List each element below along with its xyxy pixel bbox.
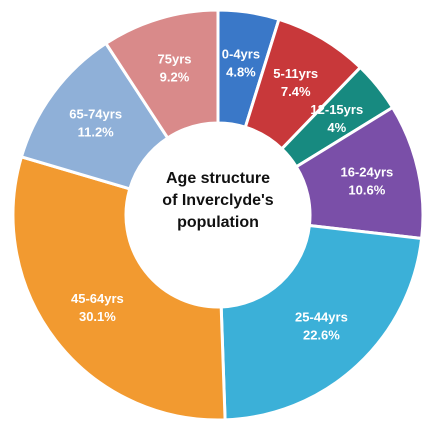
segment-category-label: 65-74yrs	[69, 106, 122, 121]
donut-segment	[11, 154, 227, 422]
segment-category-label: 5-11yrs	[273, 66, 318, 81]
chart-title: Age structure of Inverclyde's population	[162, 170, 274, 231]
segment-value-label: 30.1%	[79, 309, 116, 324]
donut-segment	[219, 223, 424, 422]
segment-category-label: 12-15yrs	[310, 102, 363, 117]
segment-category-label: 45-64yrs	[71, 291, 124, 306]
segment-value-label: 11.2%	[78, 124, 115, 139]
segment-value-label: 4%	[327, 120, 346, 135]
donut-segment	[103, 8, 220, 141]
segment-category-label: 0-4yrs	[222, 47, 260, 62]
segment-value-label: 7.4%	[281, 84, 311, 99]
segment-category-label: 75yrs	[158, 51, 192, 66]
segment-category-label: 16-24yrs	[340, 164, 393, 179]
segment-value-label: 9.2%	[160, 69, 190, 84]
segment-value-label: 22.6%	[303, 328, 340, 343]
segment-value-label: 10.6%	[348, 182, 385, 197]
segment-category-label: 25-44yrs	[295, 310, 348, 325]
segment-value-label: 4.8%	[226, 65, 256, 80]
